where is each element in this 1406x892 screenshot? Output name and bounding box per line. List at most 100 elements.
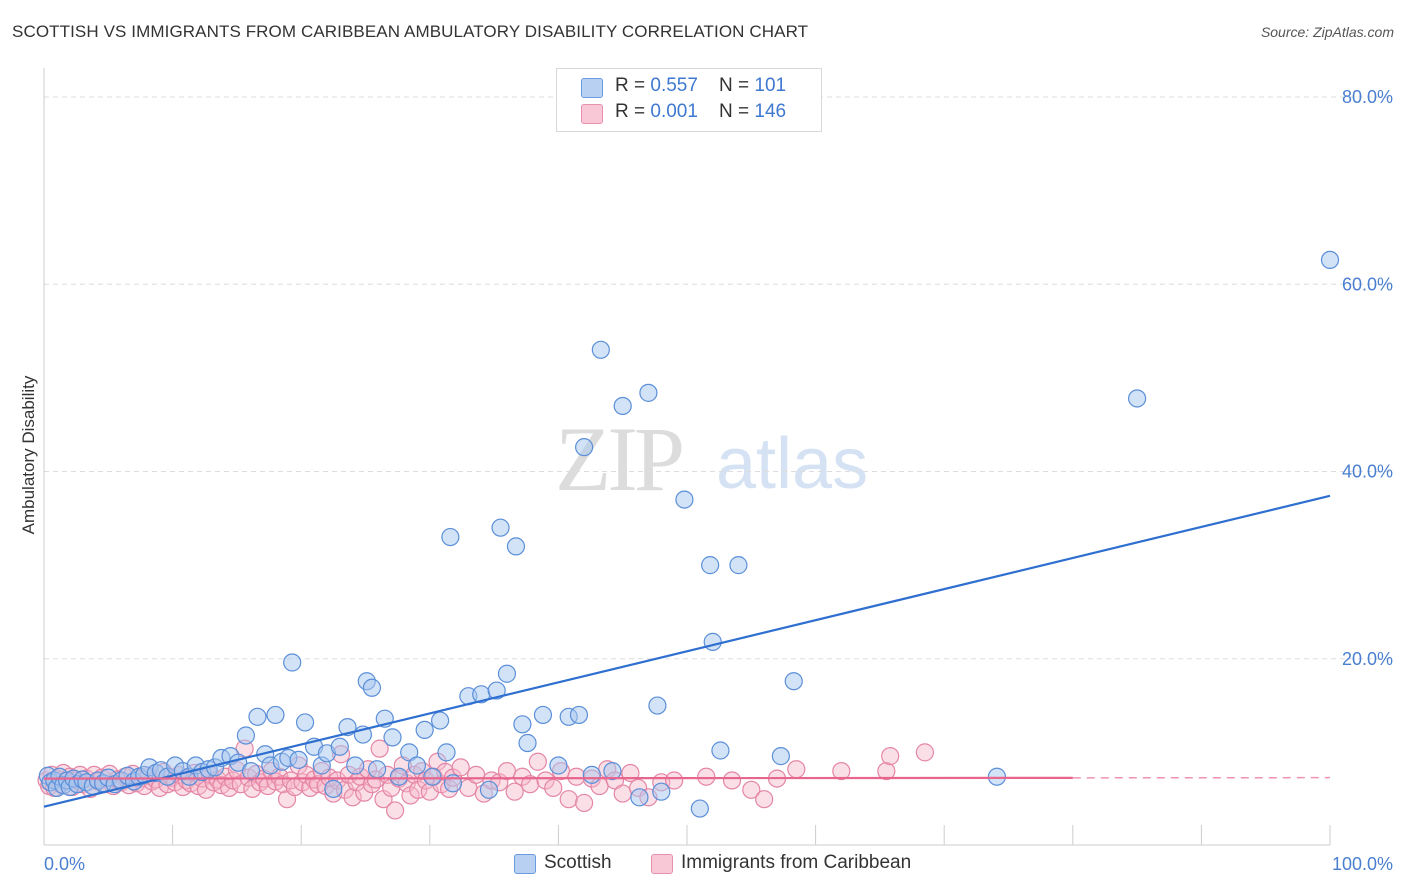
data-point-scottish [295,713,315,732]
trend-lines [43,494,1331,808]
data-point-scottish [701,556,720,575]
data-point-caribbean [466,765,486,784]
data-point-scottish [407,756,427,775]
data-point-caribbean [536,771,555,790]
data-point-scottish [506,537,526,556]
legend-n-label: N = [719,75,755,96]
data-point-scottish [346,756,365,775]
data-point-caribbean [370,739,389,758]
legend-bottom-swatch-scottish [514,854,536,874]
data-point-scottish [362,678,382,697]
legend-r-value-caribbean: 0.001 [650,101,698,122]
data-point-scottish [491,518,510,537]
data-point-scottish [648,696,667,715]
data-point-caribbean [665,771,684,790]
data-point-scottish [487,681,506,700]
data-point-scottish [415,720,434,740]
zipatlas-watermark: ZIP atlas [555,408,868,510]
y-tick-label: 60.0% [1342,274,1393,294]
chart-title: SCOTTISH VS IMMIGRANTS FROM CARIBBEAN AM… [12,22,809,41]
y-tick-label: 20.0% [1342,649,1393,669]
y-tick-label: 40.0% [1342,462,1393,482]
data-point-scottish [289,750,308,769]
data-point-scottish [423,767,442,786]
data-point-scottish [518,733,537,753]
data-point-caribbean [567,767,586,786]
data-point-scottish [330,737,349,756]
data-point-caribbean [613,784,632,803]
data-point-scottish [703,632,722,651]
data-point-caribbean [877,761,896,781]
data-point-caribbean [881,747,900,766]
legend-n-value-scottish: 101 [754,75,787,96]
data-point-caribbean [528,752,547,771]
data-point-scottish [241,761,261,781]
source-label: Source: ZipAtlas.com [1260,24,1394,40]
data-point-caribbean [521,775,540,794]
data-point-scottish [1320,250,1340,270]
tick-labels: 20.0% 40.0% 60.0% 80.0% 0.0% 100.0% [44,87,1393,874]
correlation-legend: R = 0.557 N = 101 R = 0.001 N = 146 [556,68,822,132]
data-point-caribbean [832,761,851,781]
data-point-scottish [549,756,568,775]
data-point-scottish [652,782,671,801]
y-tick-label: 80.0% [1342,87,1393,107]
data-point-scottish [437,743,456,762]
data-point-scottish [266,705,285,725]
data-point-caribbean [451,758,470,777]
legend-r-label: R = [615,101,651,122]
x-tick-label-min: 0.0% [44,854,85,874]
data-point-scottish [630,788,649,807]
data-point-caribbean [497,761,517,781]
trend-line-scottish [43,494,1331,808]
data-point-scottish [591,340,610,359]
data-point-caribbean [722,771,742,790]
data-point-scottish [389,767,409,786]
data-point-scottish [430,711,450,730]
data-point-caribbean [513,767,532,786]
data-point-scottish [324,779,343,798]
data-point-scottish [582,765,601,784]
data-point-caribbean [787,760,806,779]
data-point-scottish [236,726,256,745]
data-point-caribbean [559,790,578,809]
legend-bottom-swatch-caribbean [651,854,673,874]
data-point-scottish [613,396,632,416]
data-point-scottish [639,383,658,402]
legend-r-value-scottish: 0.557 [650,75,698,96]
data-point-scottish [533,705,553,725]
data-point-scottish [675,490,694,509]
data-point-caribbean [575,793,594,813]
x-tick-label-max: 100.0% [1332,854,1393,874]
legend-r-label: R = [615,75,651,96]
data-point-scottish [441,527,460,547]
data-point-caribbean [409,780,428,799]
data-point-scottish [513,715,532,734]
legend-bottom-label-caribbean: Immigrants from Caribbean [681,852,912,873]
data-point-scottish [569,705,589,725]
data-point-scottish [497,664,517,683]
data-point-scottish [690,799,709,818]
data-point-caribbean [544,778,563,798]
legend-n-label: N = [719,101,755,122]
grid-lines [44,96,1392,660]
axes [43,68,1331,846]
watermark-atlas: atlas [716,424,868,504]
data-point-scottish [711,741,730,760]
data-point-caribbean [505,782,524,801]
data-point-scottish [383,728,402,747]
watermark-zip: ZIP [555,408,682,510]
data-point-scottish [575,438,594,457]
data-point-scottish [1127,389,1147,408]
data-point-caribbean [915,743,935,762]
legend-swatch-scottish [581,78,603,98]
data-point-scottish [987,767,1007,786]
data-point-caribbean [742,780,761,799]
data-point-scottish [771,747,790,766]
legend-bottom-label-scottish: Scottish [544,852,612,873]
data-point-scottish [248,707,267,726]
data-point-scottish [784,672,803,691]
data-point-caribbean [697,767,716,786]
data-point-scottish [729,556,748,575]
